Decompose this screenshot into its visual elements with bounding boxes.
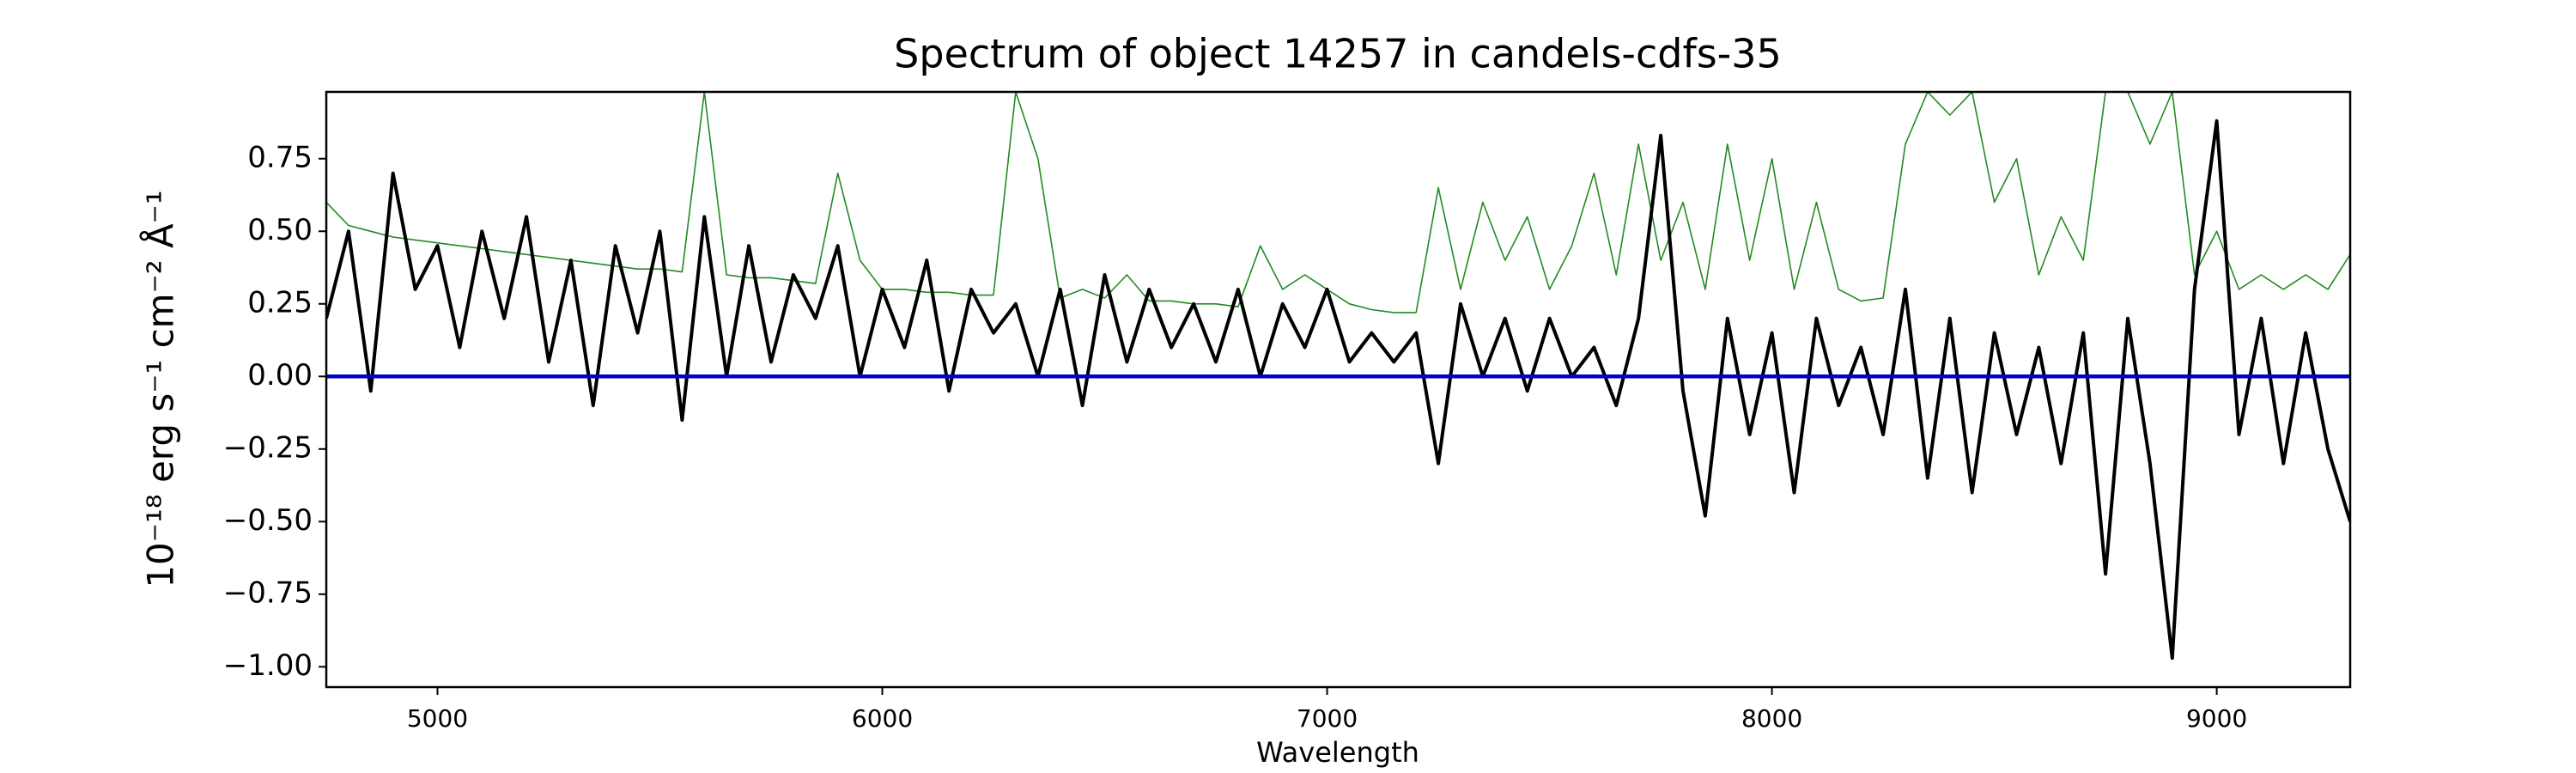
x-tick-label: 8000 xyxy=(1741,704,1802,733)
y-tick-label: 0.25 xyxy=(247,285,313,320)
chart-title: Spectrum of object 14257 in candels-cdfs… xyxy=(894,31,1782,77)
y-tick-label: 0.00 xyxy=(247,358,313,393)
y-tick-label: 0.75 xyxy=(247,140,313,174)
x-tick-label: 7000 xyxy=(1297,704,1358,733)
x-tick-label: 6000 xyxy=(852,704,913,733)
y-tick-label: 0.50 xyxy=(247,213,313,247)
plot-frame xyxy=(325,90,2352,689)
y-tick-label: −1.00 xyxy=(223,648,313,683)
series-line xyxy=(326,119,2350,660)
series-line xyxy=(326,92,2350,313)
y-axis-label: 10⁻¹⁸ erg s⁻¹ cm⁻² Å⁻¹ xyxy=(139,190,182,587)
x-axis-label: Wavelength xyxy=(1256,736,1419,769)
y-tick-label: −0.50 xyxy=(223,503,313,538)
x-tick-label: 9000 xyxy=(2186,704,2247,733)
y-tick-label: −0.25 xyxy=(223,430,313,465)
y-tick-label: −0.75 xyxy=(223,575,313,610)
plot-lines xyxy=(326,92,2350,660)
x-tick-label: 5000 xyxy=(407,704,468,733)
